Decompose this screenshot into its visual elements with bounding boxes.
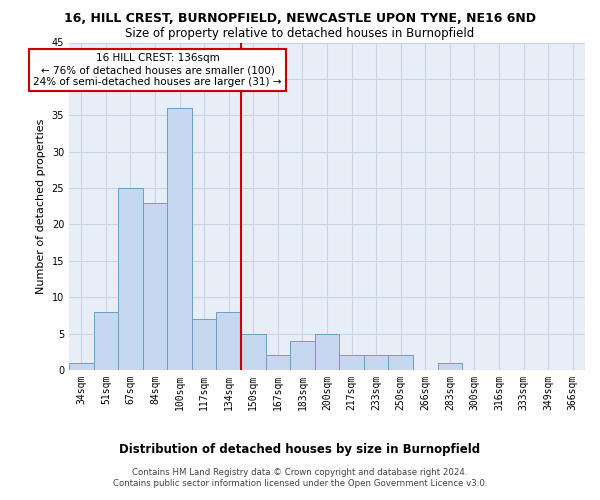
Bar (192, 319, 217, 370)
Bar (143, 202, 167, 370)
Bar (266, 356, 290, 370)
Bar (364, 356, 388, 370)
Y-axis label: Number of detached properties: Number of detached properties (36, 118, 46, 294)
Text: Size of property relative to detached houses in Burnopfield: Size of property relative to detached ho… (125, 28, 475, 40)
Bar (315, 334, 339, 370)
Text: Distribution of detached houses by size in Burnopfield: Distribution of detached houses by size … (119, 442, 481, 456)
Bar (167, 108, 192, 370)
Bar (290, 341, 315, 370)
Bar (388, 356, 413, 370)
Bar (118, 188, 143, 370)
Bar (94, 312, 118, 370)
Text: 16 HILL CREST: 136sqm
← 76% of detached houses are smaller (100)
24% of semi-det: 16 HILL CREST: 136sqm ← 76% of detached … (33, 54, 282, 86)
Bar (339, 356, 364, 370)
Bar (241, 334, 266, 370)
Text: Contains HM Land Registry data © Crown copyright and database right 2024.
Contai: Contains HM Land Registry data © Crown c… (113, 468, 487, 487)
Bar (217, 312, 241, 370)
Text: 16, HILL CREST, BURNOPFIELD, NEWCASTLE UPON TYNE, NE16 6ND: 16, HILL CREST, BURNOPFIELD, NEWCASTLE U… (64, 12, 536, 26)
Bar (69, 362, 94, 370)
Bar (437, 362, 462, 370)
